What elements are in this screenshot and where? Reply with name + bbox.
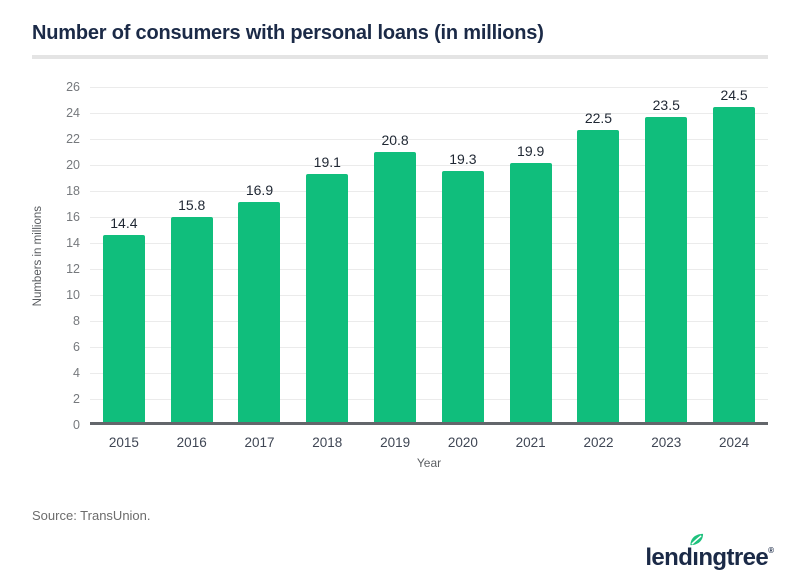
bar-column-2021: 19.9 (497, 87, 565, 422)
bar-value-label: 20.8 (381, 131, 409, 148)
gridline (90, 295, 768, 296)
y-tick-label: 20 (66, 158, 80, 172)
bar-column-2015: 14.4 (90, 87, 158, 422)
chart-title: Number of consumers with personal loans … (32, 22, 544, 44)
gridline (90, 191, 768, 192)
x-tick-label: 2019 (380, 435, 411, 450)
logo-text-i: ı (692, 544, 699, 571)
y-tick-label: 12 (66, 262, 80, 276)
gridline (90, 243, 768, 244)
x-tick-label: 2022 (583, 435, 614, 450)
bar-2024 (713, 107, 756, 422)
x-tick-label: 2018 (312, 435, 343, 450)
bar-value-label: 22.5 (584, 109, 613, 126)
y-tick-label: 4 (73, 366, 80, 380)
registered-mark: ® (768, 546, 774, 555)
x-tick-labels: 2015 2016 2017 2018 2019 2020 2021 2022 2023 2024 (90, 435, 768, 450)
bar-column-2022: 22.5 (565, 87, 633, 422)
y-tick-label: 24 (66, 106, 80, 120)
bar-column-2016: 15.8 (158, 87, 226, 422)
y-tick-label: 8 (73, 314, 80, 328)
leaf-icon (690, 533, 704, 546)
bar-2016 (170, 216, 213, 422)
y-tick-label: 26 (66, 80, 80, 94)
bar-2020 (441, 171, 484, 422)
bar-value-label: 15.8 (178, 196, 206, 213)
gridline (90, 347, 768, 348)
bar-column-2020: 19.3 (429, 87, 497, 422)
bar-column-2023: 23.5 (632, 87, 700, 422)
gridline (90, 165, 768, 166)
y-tick-label: 10 (66, 288, 80, 302)
x-tick-label: 2017 (244, 435, 275, 450)
gridline (90, 217, 768, 218)
title-divider (32, 55, 768, 59)
logo-text-post: ngtree (698, 544, 769, 571)
gridline (90, 269, 768, 270)
y-axis-title-text: Numbers in millions (32, 205, 44, 307)
x-tick-label: 2020 (447, 435, 478, 450)
plot-area: 0 2 4 6 8 10 12 14 16 18 20 22 24 26 14.4 15.8 16.9 19.1… (66, 80, 768, 432)
lendingtree-logo: lend ıngtree® (645, 533, 774, 572)
y-tick-label: 18 (66, 184, 80, 198)
x-tick-label: 2016 (176, 435, 207, 450)
bar-2019 (374, 151, 417, 422)
y-tick-label: 0 (73, 418, 80, 432)
bar-2021 (509, 163, 552, 422)
bar-value-label: 23.5 (652, 96, 680, 113)
y-tick-label: 6 (73, 340, 80, 354)
x-tick-label: 2021 (515, 435, 546, 450)
bar-value-label: 19.9 (517, 143, 545, 160)
bar-value-label: 19.1 (313, 153, 341, 170)
bars-layer: 14.4 15.8 16.9 19.1 20.8 19.3 19.9 22.5 23.5 24.5 (90, 87, 768, 422)
bar-2023 (645, 116, 688, 422)
y-axis-title: Numbers in millions (32, 87, 44, 425)
bar-column-2018: 19.1 (293, 87, 361, 422)
gridline (90, 373, 768, 374)
x-tick-label: 2015 (108, 435, 139, 450)
gridline (90, 113, 768, 114)
y-tick-label: 22 (66, 132, 80, 146)
bar-column-2017: 16.9 (226, 87, 294, 422)
logo-text-pre: lend (645, 544, 693, 571)
x-axis-title: Year (416, 456, 442, 470)
bar-2018 (306, 173, 349, 422)
lendingtree-wordmark: lend ıngtree (645, 533, 769, 571)
gridline (90, 399, 768, 400)
x-tick-label: 2024 (719, 435, 750, 450)
y-tick-label: 14 (66, 236, 80, 250)
source-note: Source: TransUnion. (32, 508, 151, 523)
y-tick-label: 2 (73, 392, 80, 406)
y-tick-label: 16 (66, 210, 80, 224)
bar-2015 (102, 234, 145, 422)
bar-column-2024: 24.5 (700, 87, 768, 422)
x-tick-label: 2023 (651, 435, 682, 450)
bar-chart: Numbers in millions 0 2 4 6 8 10 12 14 16 18 20 22 2… (32, 80, 768, 470)
bar-2022 (577, 129, 620, 422)
bar-value-label: 19.3 (449, 151, 477, 168)
bar-column-2019: 20.8 (361, 87, 429, 422)
bar-value-label: 16.9 (245, 182, 274, 199)
bar-value-label: 14.4 (110, 214, 138, 231)
gridline (90, 87, 768, 88)
gridline (90, 139, 768, 140)
gridline (90, 321, 768, 322)
bar-2017 (238, 202, 281, 422)
bar-value-label: 24.5 (720, 87, 748, 103)
